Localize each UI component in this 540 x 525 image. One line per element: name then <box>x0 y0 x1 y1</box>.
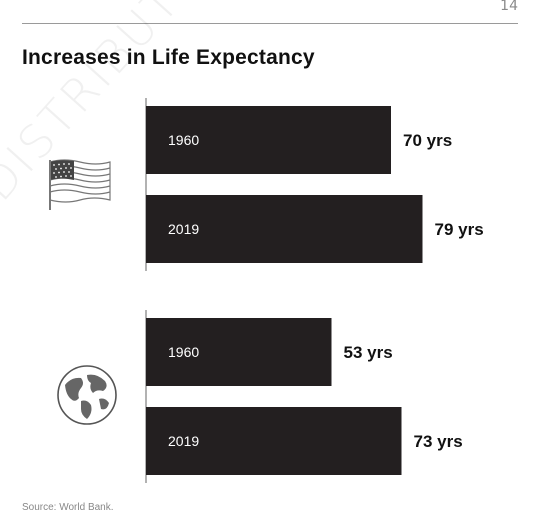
bar <box>146 106 391 174</box>
page-number: 14 <box>500 0 518 14</box>
bar-category-label: 1960 <box>168 344 199 360</box>
top-rule <box>22 23 518 24</box>
source-note: Source: World Bank. <box>22 502 114 513</box>
bar-category-label: 1960 <box>168 132 199 148</box>
us-flag-icon <box>49 159 111 210</box>
bar-category-label: 2019 <box>168 221 199 237</box>
bar <box>146 195 423 263</box>
bar-value-label: 53 yrs <box>344 343 393 362</box>
bar-value-label: 70 yrs <box>403 131 452 150</box>
bar <box>146 407 402 475</box>
bar-value-label: 73 yrs <box>414 432 463 451</box>
bar-value-label: 79 yrs <box>435 220 484 239</box>
globe-icon <box>57 365 117 425</box>
bar-category-label: 2019 <box>168 433 199 449</box>
chart-title: Increases in Life Expectancy <box>22 46 315 69</box>
bar <box>146 318 332 386</box>
